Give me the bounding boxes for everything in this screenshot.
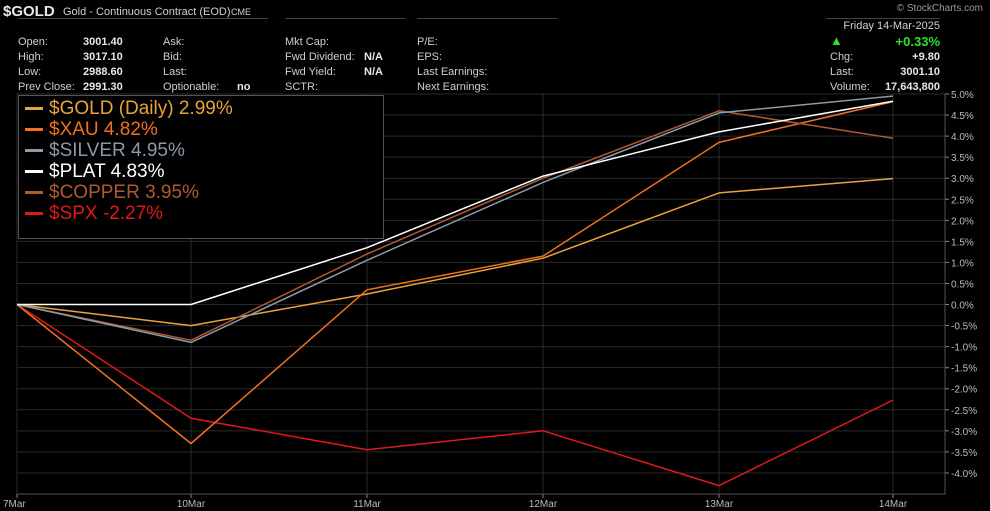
last-price-label: Last: <box>830 66 854 78</box>
low-value: 2988.60 <box>83 66 123 78</box>
legend-swatch-copper <box>25 191 43 195</box>
y-tick-label: -3.0% <box>951 427 977 438</box>
mkt-cap-label: Mkt Cap: <box>285 36 330 48</box>
change-percent: +0.33% <box>895 34 940 49</box>
chg-label: Chg: <box>830 51 854 63</box>
eps-label: EPS: <box>417 51 443 63</box>
legend-label-gold: $GOLD (Daily) 2.99% <box>49 98 233 119</box>
legend-item-gold: $GOLD (Daily) 2.99% <box>25 98 233 119</box>
quote-summary: Friday 14-Mar-2025 ▲ +0.33% Chg: +9.80 L… <box>826 18 940 94</box>
volume-value: 17,643,800 <box>884 81 940 93</box>
x-tick-label: 10Mar <box>177 499 206 510</box>
series-line-copper <box>16 110 894 342</box>
legend-label-copper: $COPPER 3.95% <box>49 182 199 203</box>
y-tick-label: 3.5% <box>951 153 974 164</box>
volume-label: Volume: <box>830 81 870 93</box>
series-line-plat <box>17 100 894 306</box>
legend-label-xau: $XAU 4.82% <box>49 119 158 140</box>
legend-item-plat: $PLAT 4.83% <box>25 161 164 182</box>
legend-swatch-xau <box>25 128 43 132</box>
y-tick-label: 0.5% <box>951 279 974 290</box>
legend-label-silver: $SILVER 4.95% <box>49 140 185 161</box>
bid-label: Bid: <box>163 51 182 63</box>
y-tick-label: -1.0% <box>951 343 977 354</box>
x-tick-label: 14Mar <box>879 499 908 510</box>
last-price-value: 3001.10 <box>900 66 940 78</box>
fwd-yield-label: Fwd Yield: <box>285 66 336 78</box>
fwd-dividend-label: Fwd Dividend: <box>285 51 355 63</box>
y-tick-label: -3.5% <box>951 448 977 459</box>
x-tick-label: 12Mar <box>529 499 558 510</box>
fwd-dividend-value: N/A <box>364 51 383 63</box>
y-tick-label: -4.0% <box>951 469 977 480</box>
y-tick-label: 0.0% <box>951 301 974 312</box>
chg-value: +9.80 <box>912 51 940 63</box>
prev-close-label: Prev Close: <box>18 81 75 93</box>
y-tick-label: 3.0% <box>951 174 974 185</box>
high-label: High: <box>18 51 44 63</box>
legend-swatch-gold <box>25 107 43 111</box>
open-label: Open: <box>18 36 48 48</box>
legend-label-spx: $SPX -2.27% <box>49 203 164 224</box>
quote-col-3: Mkt Cap: Fwd Dividend: N/A Fwd Yield: N/… <box>285 18 405 94</box>
high-value: 3017.10 <box>83 51 123 63</box>
y-tick-label: 2.0% <box>951 216 974 227</box>
sctr-label: SCTR: <box>285 81 318 93</box>
ask-label: Ask: <box>163 36 185 48</box>
chart-symbol: $GOLD <box>3 3 55 20</box>
legend-item-silver: $SILVER 4.95% <box>25 140 185 161</box>
next-earnings-label: Next Earnings: <box>417 81 490 93</box>
y-tick-label: -2.0% <box>951 385 977 396</box>
legend-item-copper: $COPPER 3.95% <box>25 182 199 203</box>
y-tick-label: 1.0% <box>951 258 974 269</box>
y-tick-label: 1.5% <box>951 237 974 248</box>
legend-item-xau: $XAU 4.82% <box>25 119 158 140</box>
legend-swatch-silver <box>25 149 43 153</box>
quote-col-1: Open: 3001.40 High: 3017.10 Low: 2988.60… <box>18 18 268 94</box>
exchange-label: CME <box>231 7 251 17</box>
optionable-label: Optionable: <box>163 81 220 93</box>
open-value: 3001.40 <box>83 36 123 48</box>
last-label: Last: <box>163 66 187 78</box>
y-tick-label: 4.5% <box>951 111 974 122</box>
y-tick-label: 2.5% <box>951 195 974 206</box>
fwd-yield-value: N/A <box>364 66 383 78</box>
x-tick-label: 7Mar <box>3 499 26 510</box>
pe-label: P/E: <box>417 36 438 48</box>
series-line-golddaily <box>16 177 894 327</box>
y-tick-label: -2.5% <box>951 406 977 417</box>
x-tick-label: 13Mar <box>705 499 734 510</box>
series-line-spx <box>16 303 894 487</box>
last-earnings-label: Last Earnings: <box>417 66 488 78</box>
chart-description: Gold - Continuous Contract (EOD) <box>63 6 231 18</box>
quote-date: Friday 14-Mar-2025 <box>843 20 940 32</box>
quote-col-4: P/E: EPS: Last Earnings: Next Earnings: <box>417 18 557 94</box>
up-arrow-icon: ▲ <box>830 33 843 48</box>
y-tick-label: -1.5% <box>951 364 977 375</box>
credit-label: © StockCharts.com <box>896 3 983 14</box>
low-label: Low: <box>18 66 42 78</box>
prev-close-value: 2991.30 <box>83 81 123 93</box>
y-tick-label: 4.0% <box>951 132 974 143</box>
optionable-value: no <box>237 81 251 93</box>
y-tick-label: -0.5% <box>951 322 977 333</box>
legend-swatch-plat <box>25 170 43 174</box>
chart-legend: $GOLD (Daily) 2.99% $XAU 4.82% $SILVER 4… <box>18 95 384 239</box>
x-tick-label: 11Mar <box>353 499 381 510</box>
y-tick-label: 5.0% <box>951 90 974 101</box>
series-line-xau <box>16 100 894 445</box>
legend-label-plat: $PLAT 4.83% <box>49 161 165 182</box>
series-line-silver <box>16 95 894 344</box>
legend-swatch-spx <box>25 212 43 216</box>
legend-item-spx: $SPX -2.27% <box>25 203 163 224</box>
